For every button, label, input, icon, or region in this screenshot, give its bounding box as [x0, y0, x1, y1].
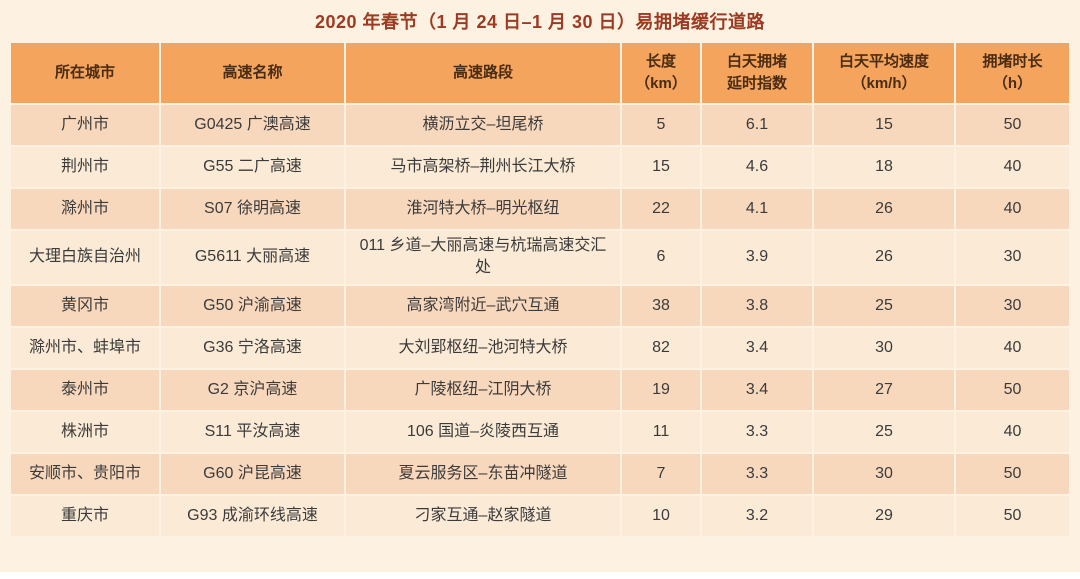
table-cell: G2 京沪高速 [159, 367, 346, 412]
table-cell: 大刘郢枢纽–池河特大桥 [344, 325, 622, 370]
table-row: 泰州市 G2 京沪高速 广陵枢纽–江阴大桥 19 3.4 27 50 [9, 367, 1071, 412]
table-row: 滁州市 S07 徐明高速 淮河特大桥–明光枢纽 22 4.1 26 40 [9, 187, 1071, 231]
table-cell: G0425 广澳高速 [159, 103, 346, 147]
table-cell: 大理白族自治州 [9, 229, 161, 286]
table-cell: 27 [812, 367, 956, 412]
table-cell: 3.4 [700, 367, 814, 412]
table-row: 广州市 G0425 广澳高速 横沥立交–坦尾桥 5 6.1 15 50 [9, 103, 1071, 147]
table-cell: 黄冈市 [9, 283, 161, 328]
table-cell: 40 [954, 325, 1071, 370]
table-cell: 82 [620, 325, 702, 370]
table-cell: 安顺市、贵阳市 [9, 451, 161, 496]
table-cell: 30 [954, 283, 1071, 328]
table-cell: 40 [954, 409, 1071, 454]
table-cell: 38 [620, 283, 702, 328]
table-cell: 广陵枢纽–江阴大桥 [344, 367, 622, 412]
table-cell: 25 [812, 409, 956, 454]
table-cell: 滁州市、蚌埠市 [9, 325, 161, 370]
bottom-strip [0, 572, 1080, 579]
column-header: 长度 （km） [620, 41, 702, 105]
table-cell: 30 [954, 229, 1071, 286]
column-header: 所在城市 [9, 41, 161, 105]
table-cell: G55 二广高速 [159, 145, 346, 189]
table-cell: 横沥立交–坦尾桥 [344, 103, 622, 147]
table-cell: 25 [812, 283, 956, 328]
table-cell: 106 国道–炎陵西互通 [344, 409, 622, 454]
table-cell: 50 [954, 451, 1071, 496]
table-cell: 3.3 [700, 451, 814, 496]
table-cell: 26 [812, 229, 956, 286]
table-cell: 22 [620, 187, 702, 231]
table-cell: 株洲市 [9, 409, 161, 454]
table-cell: 5 [620, 103, 702, 147]
table-cell: 11 [620, 409, 702, 454]
table-cell: 3.9 [700, 229, 814, 286]
table-row: 株洲市 S11 平汝高速 106 国道–炎陵西互通 11 3.3 25 40 [9, 409, 1071, 454]
table-cell: 50 [954, 367, 1071, 412]
table-cell: G50 沪渝高速 [159, 283, 346, 328]
table-cell: 滁州市 [9, 187, 161, 231]
table-cell: 19 [620, 367, 702, 412]
table-cell: 29 [812, 493, 956, 538]
table-cell: G93 成渝环线高速 [159, 493, 346, 538]
table-cell: 3.2 [700, 493, 814, 538]
table-cell: 18 [812, 145, 956, 189]
table-cell: S11 平汝高速 [159, 409, 346, 454]
table-cell: S07 徐明高速 [159, 187, 346, 231]
table-cell: 30 [812, 451, 956, 496]
table-cell: 50 [954, 493, 1071, 538]
table-row: 重庆市 G93 成渝环线高速 刁家互通–赵家隧道 10 3.2 29 50 [9, 493, 1071, 538]
table-cell: G36 宁洛高速 [159, 325, 346, 370]
table-cell: 3.4 [700, 325, 814, 370]
table-cell: 30 [812, 325, 956, 370]
table-cell: G5611 大丽高速 [159, 229, 346, 286]
column-header: 拥堵时长 （h） [954, 41, 1071, 105]
table-header-row: 所在城市 高速名称 高速路段 长度 （km） 白天拥堵 延时指数 白天平均速度 （km/h… [9, 41, 1071, 105]
table-body: 广州市 G0425 广澳高速 横沥立交–坦尾桥 5 6.1 15 50 荆州市 G55 二广高速… [9, 103, 1071, 538]
table-cell: 15 [620, 145, 702, 189]
table-cell: G60 沪昆高速 [159, 451, 346, 496]
table-cell: 4.1 [700, 187, 814, 231]
table-cell: 荆州市 [9, 145, 161, 189]
table-cell: 重庆市 [9, 493, 161, 538]
table-row: 黄冈市 G50 沪渝高速 高家湾附近–武穴互通 38 3.8 25 30 [9, 283, 1071, 328]
column-header: 高速名称 [159, 41, 346, 105]
table-row: 滁州市、蚌埠市 G36 宁洛高速 大刘郢枢纽–池河特大桥 82 3.4 30 40 [9, 325, 1071, 370]
column-header: 高速路段 [344, 41, 622, 105]
table-cell: 淮河特大桥–明光枢纽 [344, 187, 622, 231]
table-cell: 15 [812, 103, 956, 147]
table-row: 大理白族自治州 G5611 大丽高速 011 乡道–大丽高速与杭瑞高速交汇处 6 3.9… [9, 229, 1071, 286]
table-cell: 10 [620, 493, 702, 538]
table-cell: 6 [620, 229, 702, 286]
table-cell: 7 [620, 451, 702, 496]
table-cell: 高家湾附近–武穴互通 [344, 283, 622, 328]
table-cell: 夏云服务区–东苗冲隧道 [344, 451, 622, 496]
congestion-table: 所在城市 高速名称 高速路段 长度 （km） 白天拥堵 延时指数 白天平均速度 （km/h… [9, 41, 1071, 538]
page-title: 2020 年春节（1 月 24 日–1 月 30 日）易拥堵缓行道路 [314, 12, 766, 32]
table-cell: 6.1 [700, 103, 814, 147]
table-cell: 马市高架桥–荆州长江大桥 [344, 145, 622, 189]
table-cell: 26 [812, 187, 956, 231]
table-cell: 4.6 [700, 145, 814, 189]
table-cell: 50 [954, 103, 1071, 147]
table-cell: 40 [954, 145, 1071, 189]
column-header: 白天拥堵 延时指数 [700, 41, 814, 105]
table-head: 所在城市 高速名称 高速路段 长度 （km） 白天拥堵 延时指数 白天平均速度 （km/h… [9, 41, 1071, 105]
table-cell: 泰州市 [9, 367, 161, 412]
table-cell: 广州市 [9, 103, 161, 147]
column-header: 白天平均速度 （km/h） [812, 41, 956, 105]
table-cell: 刁家互通–赵家隧道 [344, 493, 622, 538]
table-cell: 40 [954, 187, 1071, 231]
table-row: 荆州市 G55 二广高速 马市高架桥–荆州长江大桥 15 4.6 18 40 [9, 145, 1071, 189]
table-row: 安顺市、贵阳市 G60 沪昆高速 夏云服务区–东苗冲隧道 7 3.3 30 50 [9, 451, 1071, 496]
table-cell: 3.8 [700, 283, 814, 328]
table-cell: 3.3 [700, 409, 814, 454]
table-cell: 011 乡道–大丽高速与杭瑞高速交汇处 [344, 229, 622, 286]
